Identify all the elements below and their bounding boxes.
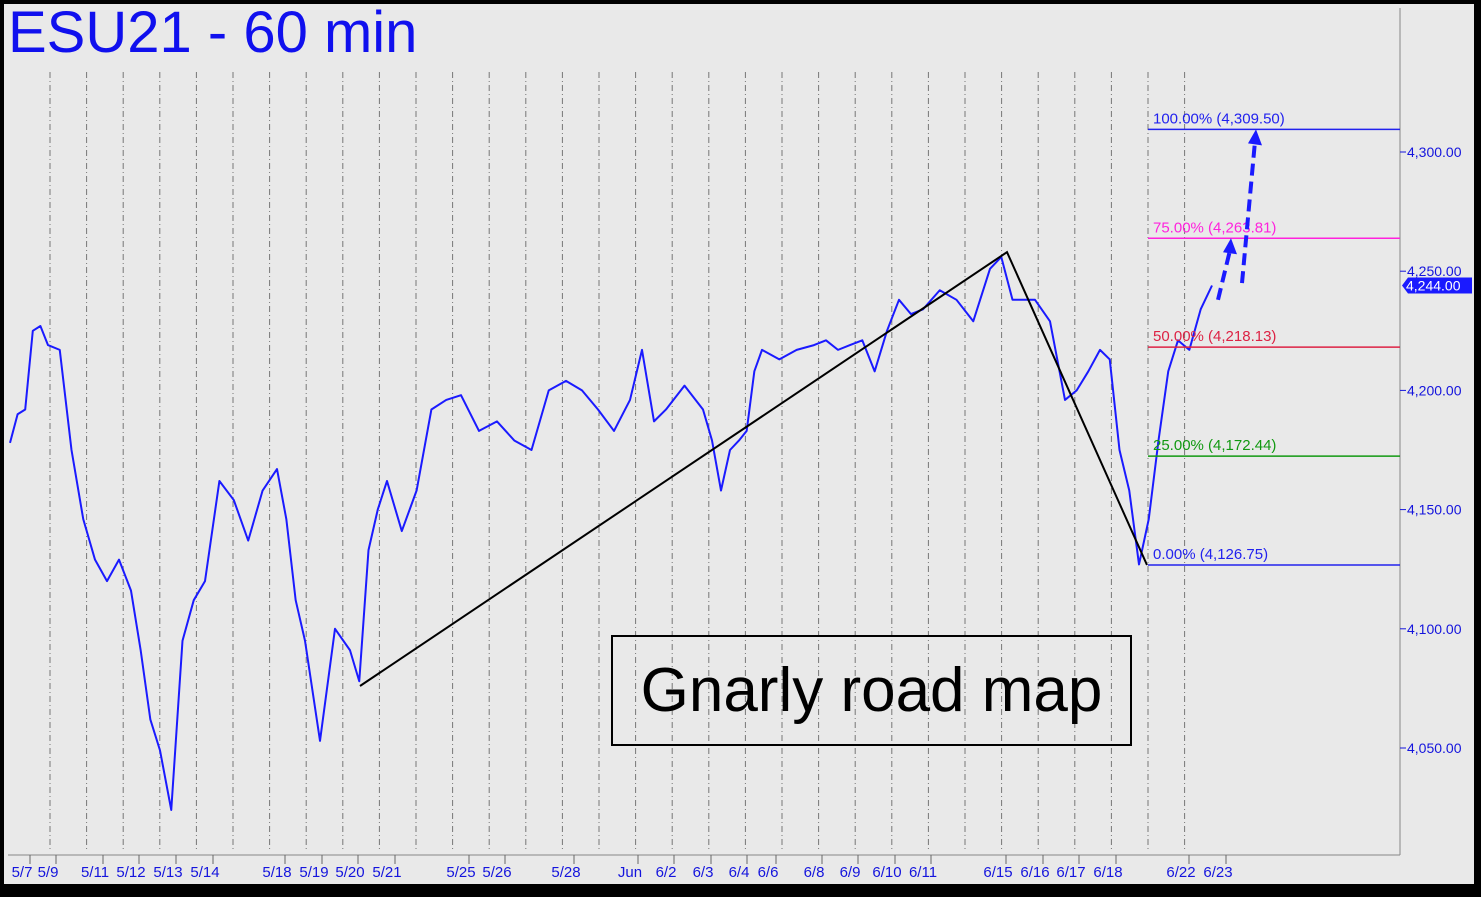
y-tick-label: 4,250.00 [1407, 263, 1462, 279]
price-line [9, 255, 1213, 811]
x-tick-label: 5/18 [262, 864, 291, 881]
projection-arrow-head [1223, 238, 1237, 255]
x-tick-label: 5/12 [116, 864, 145, 881]
y-tick-label: 4,150.00 [1407, 502, 1462, 518]
x-tick-label: 5/7 [12, 864, 33, 881]
fib-level-label: 100.00% (4,309.50) [1153, 110, 1285, 127]
x-tick-label: 6/8 [804, 864, 825, 881]
x-tick-label: 5/14 [190, 864, 219, 881]
x-tick-label: 5/25 [446, 864, 475, 881]
x-tick-label: 6/9 [840, 864, 861, 881]
chart-title: ESU21 - 60 min [8, 0, 418, 65]
fib-level-label: 25.00% (4,172.44) [1153, 437, 1276, 454]
x-tick-label: 5/20 [335, 864, 364, 881]
projection-arrow-shaft [1216, 249, 1232, 301]
pattern-line [359, 250, 1148, 687]
last-price-label: 4,244.00 [1406, 278, 1461, 294]
annotation-box: Gnarly road map [611, 635, 1132, 746]
projection-arrow-shaft [1240, 141, 1257, 284]
x-tick-label: 5/26 [482, 864, 511, 881]
chart-frame [4, 4, 1474, 884]
x-tick-label: 6/11 [909, 864, 937, 881]
y-tick-label: 4,100.00 [1407, 621, 1462, 637]
x-tick-label: 6/22 [1166, 864, 1195, 881]
y-tick-label: 4,200.00 [1407, 382, 1462, 398]
fib-level-label: 0.00% (4,126.75) [1153, 546, 1268, 563]
fib-level-label: 50.00% (4,218.13) [1153, 328, 1276, 345]
x-tick-label: 6/15 [983, 864, 1012, 881]
x-tick-label: 6/4 [729, 864, 750, 881]
y-tick-label: 4,300.00 [1407, 144, 1462, 160]
fib-level-label: 75.00% (4,263.81) [1153, 219, 1276, 236]
x-tick-label: 6/16 [1020, 864, 1049, 881]
last-price-tag [1402, 277, 1472, 294]
x-tick-label: 6/10 [872, 864, 901, 881]
x-tick-label: 6/3 [693, 864, 714, 881]
x-tick-label: 6/23 [1203, 864, 1232, 881]
x-tick-label: 6/6 [758, 864, 779, 881]
projection-arrow-head [1248, 129, 1262, 146]
x-tick-label: 6/2 [656, 864, 677, 881]
x-tick-label: 5/19 [299, 864, 328, 881]
x-tick-label: 5/13 [153, 864, 182, 881]
x-tick-label: 5/11 [81, 864, 109, 881]
x-tick-label: Jun [618, 864, 642, 881]
y-tick-label: 4,050.00 [1407, 740, 1462, 756]
x-tick-label: 5/21 [372, 864, 401, 881]
x-tick-label: 5/9 [38, 864, 59, 881]
x-tick-label: 5/28 [551, 864, 580, 881]
x-tick-label: 6/17 [1056, 864, 1085, 881]
annotation-text: Gnarly road map [640, 656, 1103, 725]
x-tick-label: 6/18 [1093, 864, 1122, 881]
